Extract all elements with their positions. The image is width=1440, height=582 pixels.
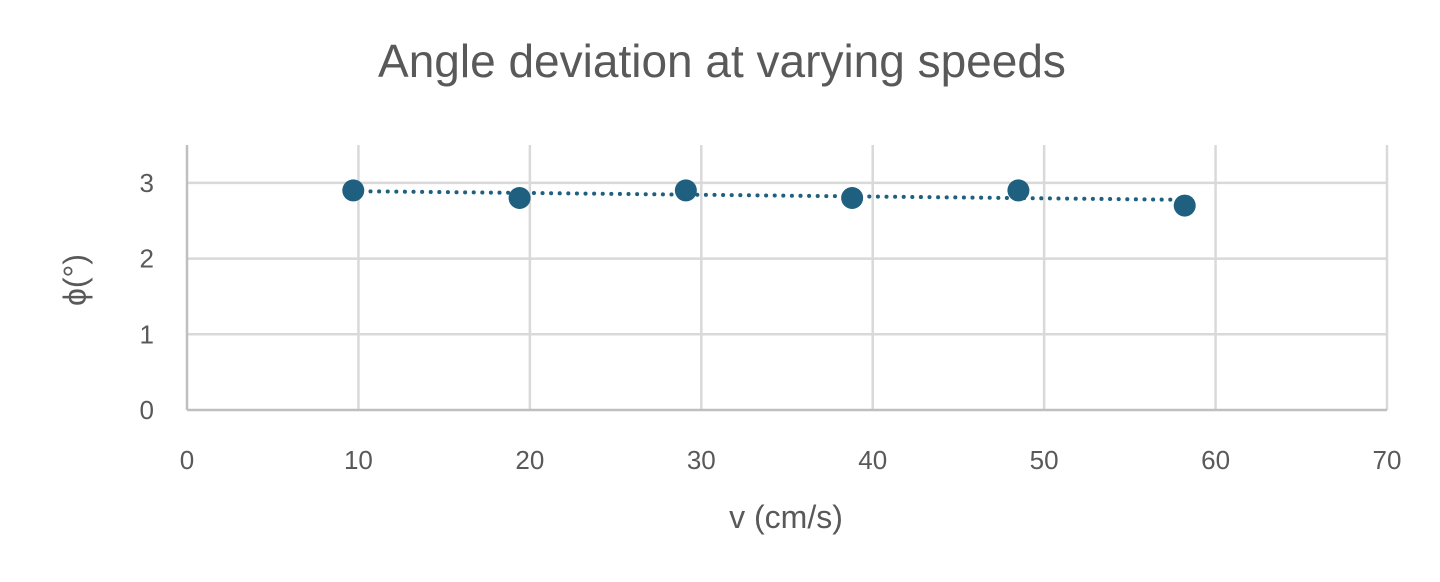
x-tick-label: 0	[180, 445, 194, 475]
data-point	[674, 179, 697, 202]
x-tick-label: 70	[1373, 445, 1402, 475]
chart-title: Angle deviation at varying speeds	[378, 35, 1066, 87]
x-tick-label: 30	[687, 445, 716, 475]
axes	[185, 145, 1387, 412]
y-tick-label: 3	[140, 168, 154, 198]
x-tick-label: 40	[858, 445, 887, 475]
data-points	[342, 179, 1196, 217]
tick-labels: 0 10 20 30 40 50 60 70 0 1 2 3	[140, 168, 1402, 475]
y-tick-label: 1	[140, 319, 154, 349]
x-tick-label: 50	[1030, 445, 1059, 475]
y-tick-label: 2	[140, 244, 154, 274]
y-axis-title: ϕ(°)	[57, 254, 93, 306]
data-point	[841, 187, 864, 209]
data-point	[1173, 194, 1196, 217]
data-point	[1007, 179, 1030, 202]
x-tick-label: 20	[515, 445, 544, 475]
gridlines	[187, 145, 1389, 410]
x-tick-label: 60	[1201, 445, 1230, 475]
x-axis-title: v (cm/s)	[729, 499, 843, 535]
trendline	[351, 189, 1187, 202]
x-tick-label: 10	[344, 445, 373, 475]
data-point	[508, 187, 531, 209]
y-tick-label: 0	[140, 395, 154, 425]
data-point	[342, 179, 365, 202]
trendline-layer	[351, 189, 1187, 202]
